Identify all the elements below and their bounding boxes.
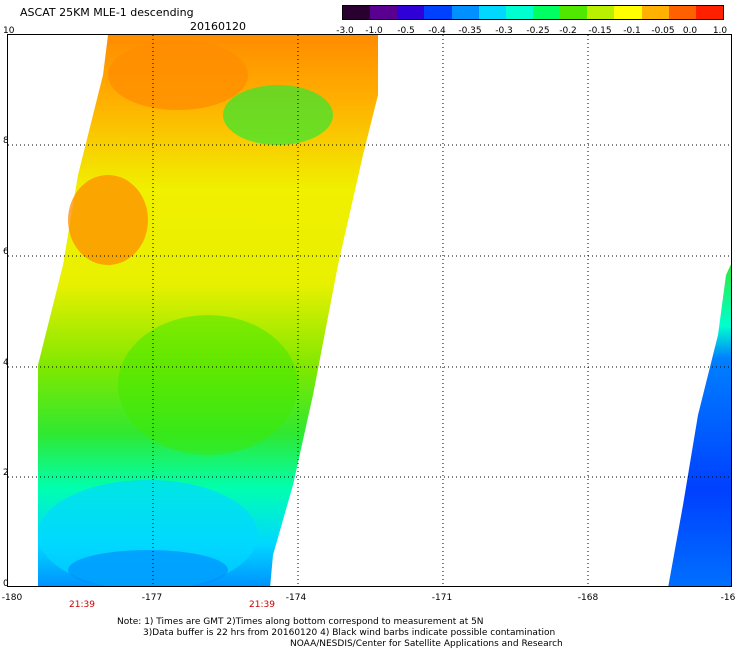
y-tick: 6 (3, 247, 9, 257)
colorbar-tick: -0.35 (458, 26, 482, 36)
gridlines (8, 35, 731, 586)
colorbar-swatch (370, 6, 398, 19)
note-line-1: Note: 1) Times are GMT 2)Times along bot… (117, 617, 484, 627)
swath-west (38, 35, 378, 586)
colorbar-tick: -0.2 (559, 26, 577, 36)
pass-time-label: 21:39 (249, 600, 275, 610)
y-tick: 8 (3, 136, 9, 146)
product-date: 20160120 (190, 20, 246, 33)
y-tick: 2 (3, 468, 9, 478)
colorbar (342, 5, 724, 20)
colorbar-tick: 1.0 (712, 26, 728, 36)
product-title: ASCAT 25KM MLE-1 descending (20, 6, 194, 19)
x-tick: -171 (431, 593, 453, 603)
colorbar-swatch (560, 6, 588, 19)
note-line-2: 3)Data buffer is 22 hrs from 20160120 4)… (143, 628, 556, 638)
colorbar-swatch (424, 6, 452, 19)
x-tick: -174 (285, 593, 307, 603)
colorbar-swatch (641, 6, 669, 19)
colorbar-swatch (343, 6, 371, 19)
warm-anomaly-west (68, 175, 148, 265)
colorbar-tick: -0.25 (526, 26, 550, 36)
swath-image (8, 35, 731, 586)
x-tick: -177 (141, 593, 163, 603)
colorbar-swatch (695, 6, 723, 19)
y-tick: 0 (3, 579, 9, 589)
note-line-3: NOAA/NESDIS/Center for Satellite Applica… (290, 639, 563, 649)
colorbar-tick: -0.1 (623, 26, 641, 36)
warm-anomaly-north (108, 40, 248, 110)
colorbar-tick: -0.15 (588, 26, 612, 36)
colorbar-swatch (478, 6, 506, 19)
colorbar-swatch (668, 6, 696, 19)
colorbar-swatch (505, 6, 533, 19)
colorbar-swatch (451, 6, 479, 19)
colorbar-tick: -0.4 (428, 26, 446, 36)
y-tick: 4 (3, 358, 9, 368)
x-tick: -180 (1, 593, 23, 603)
colorbar-swatch (532, 6, 561, 19)
map-plot-area (7, 34, 732, 587)
colorbar-swatch (397, 6, 425, 19)
colorbar-swatch (614, 6, 642, 19)
colorbar-tick: 0.0 (682, 26, 698, 36)
x-tick: -16 (720, 593, 736, 603)
colorbar-swatch (587, 6, 615, 19)
y-tick: 10 (3, 26, 15, 36)
cool-anomaly-center (118, 315, 298, 455)
colorbar-tick: -0.3 (495, 26, 513, 36)
cool-anomaly-north (223, 85, 333, 145)
colorbar-tick: -0.5 (397, 26, 415, 36)
low-anomaly-southwest (68, 550, 228, 586)
colorbar-tick: -1.0 (365, 26, 383, 36)
colorbar-tick: -0.05 (651, 26, 675, 36)
swath-east (668, 264, 731, 586)
colorbar-tick: -3.0 (336, 26, 354, 36)
pass-time-label: 21:39 (69, 600, 95, 610)
x-tick: -168 (577, 593, 599, 603)
